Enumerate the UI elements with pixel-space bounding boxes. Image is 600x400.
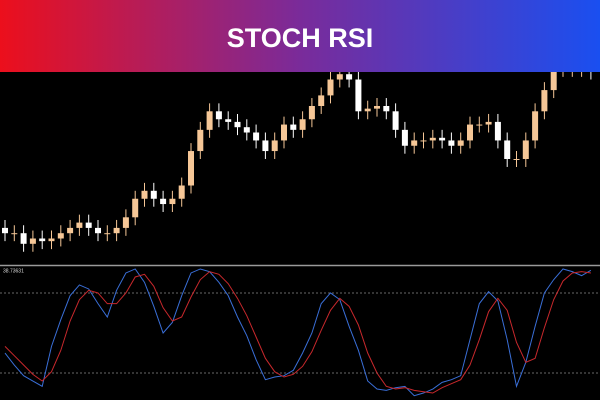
candle-body xyxy=(48,238,55,242)
candle-body xyxy=(243,127,250,133)
candle-body xyxy=(206,111,213,130)
candle-body xyxy=(346,74,353,80)
candle-body xyxy=(448,140,455,146)
candle-body xyxy=(541,90,548,112)
candle-body xyxy=(327,79,334,96)
candle-body xyxy=(197,129,204,152)
candle-body xyxy=(374,106,380,109)
candle-body xyxy=(85,222,92,228)
candle-body xyxy=(299,119,306,130)
candle-body xyxy=(29,238,36,244)
candle-body xyxy=(188,151,194,186)
candle-body xyxy=(383,106,390,112)
candle-body xyxy=(504,140,511,159)
candle-body xyxy=(169,198,176,205)
candle-body xyxy=(132,198,139,218)
banner xyxy=(0,0,600,72)
stoch-line xyxy=(4,268,592,397)
candle-body xyxy=(308,106,315,120)
candle-body xyxy=(439,137,446,141)
candle-body xyxy=(122,217,129,228)
candle-body xyxy=(364,108,371,112)
candle-body xyxy=(271,140,278,152)
candle-body xyxy=(392,111,399,130)
candle-body xyxy=(215,111,222,120)
candle-body xyxy=(420,140,427,142)
candle-body xyxy=(57,233,64,239)
candle-body xyxy=(281,124,287,141)
candle-body xyxy=(2,227,8,234)
candle-body xyxy=(150,190,157,199)
candle-body xyxy=(178,185,185,199)
candle-body xyxy=(355,79,362,112)
candle-body xyxy=(253,132,260,141)
candle-body xyxy=(494,121,501,141)
candle-body xyxy=(160,198,167,205)
candle-body xyxy=(429,137,436,141)
candle-body xyxy=(95,227,101,234)
candle-body xyxy=(550,68,557,91)
candle-body xyxy=(476,124,483,126)
candle-body xyxy=(104,233,111,235)
candle-body xyxy=(411,140,418,146)
candle-body xyxy=(513,159,520,160)
stoch-line xyxy=(4,271,591,394)
candle-body xyxy=(113,227,120,234)
candle-body xyxy=(457,140,464,146)
candle-body xyxy=(532,111,539,141)
candle-body xyxy=(39,238,46,242)
candle-body xyxy=(336,74,343,80)
candle-body xyxy=(225,119,232,122)
candle-body xyxy=(318,95,325,106)
candle-body xyxy=(141,190,148,199)
candle-body xyxy=(401,129,408,146)
candle-body xyxy=(262,140,269,152)
candle-body xyxy=(467,124,473,141)
candle-body xyxy=(234,121,241,128)
banner-title: STOCH RSI xyxy=(227,23,374,53)
candle-body xyxy=(67,227,74,234)
candle-body xyxy=(290,124,297,130)
candle-body xyxy=(485,121,492,125)
candle-body xyxy=(522,140,529,159)
indicator-label: 38.73631 xyxy=(3,268,24,274)
candle-body xyxy=(76,222,83,228)
candle-body xyxy=(20,233,27,244)
candle-body xyxy=(11,233,18,235)
